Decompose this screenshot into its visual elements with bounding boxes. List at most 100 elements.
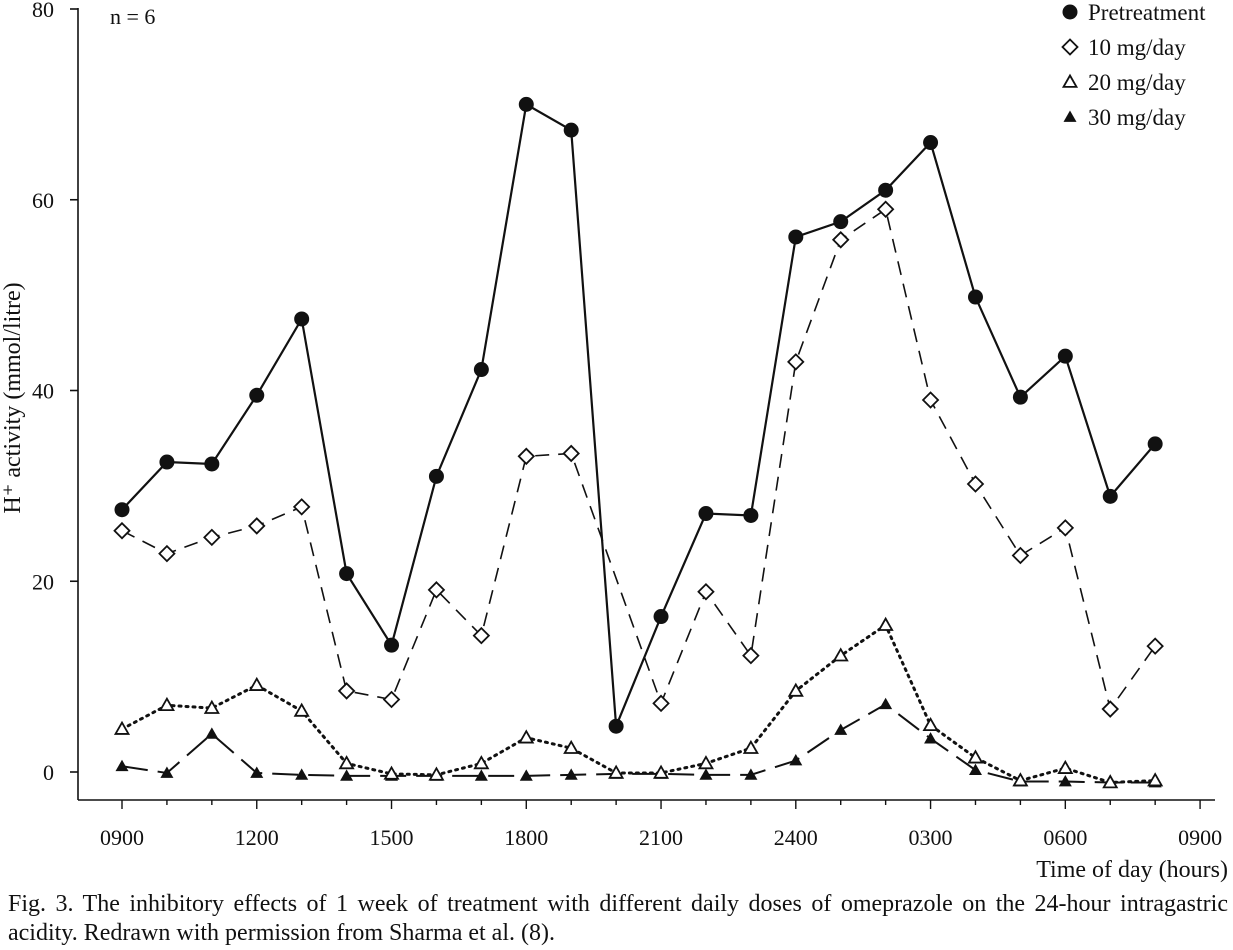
data-point <box>1102 774 1119 789</box>
data-point <box>877 616 894 631</box>
data-point <box>113 521 131 540</box>
data-point <box>474 769 488 781</box>
legend-item-pretreatment: Pretreatment <box>1062 0 1206 25</box>
data-point <box>833 214 849 230</box>
data-point <box>924 732 938 744</box>
data-point <box>517 447 536 466</box>
data-point <box>923 135 939 151</box>
y-tick-label: 60 <box>32 188 54 213</box>
data-point <box>472 626 491 645</box>
line-chart: 0 20 40 60 80 0900 1200 1500 1800 2100 2400 0300 060… <box>0 0 1228 883</box>
data-point <box>787 682 804 697</box>
data-point <box>608 718 624 734</box>
data-point <box>384 637 400 653</box>
data-point <box>697 755 715 770</box>
data-point <box>922 716 939 732</box>
legend-marker <box>1061 73 1079 88</box>
data-point <box>338 755 355 770</box>
series-line <box>121 703 1156 784</box>
data-point <box>337 682 356 700</box>
data-point <box>562 444 580 463</box>
data-point <box>1147 772 1164 787</box>
legend-item-20-mg-day: 20 mg/day <box>1061 70 1186 95</box>
data-point <box>564 768 578 780</box>
data-point <box>831 231 850 249</box>
data-point <box>1146 637 1164 655</box>
x-axis-title: Time of day (hours) <box>1036 857 1228 883</box>
data-point <box>249 387 265 403</box>
data-point <box>921 391 940 409</box>
data-point <box>339 566 355 582</box>
x-tick-label: 0900 <box>100 825 144 850</box>
data-point <box>608 764 625 779</box>
data-point <box>340 769 354 781</box>
data-point <box>383 765 400 780</box>
data-point <box>652 694 670 713</box>
x-tick-label: 1200 <box>235 825 279 850</box>
data-point <box>473 755 490 770</box>
series-line <box>121 207 1156 711</box>
plot-area <box>113 96 1164 789</box>
data-point <box>292 498 311 516</box>
legend-marker <box>1061 38 1079 56</box>
data-point <box>248 676 265 691</box>
data-point <box>294 311 310 327</box>
data-point <box>382 690 401 709</box>
data-point <box>158 544 176 563</box>
data-point <box>832 647 849 662</box>
data-point <box>699 768 713 780</box>
data-point <box>1102 488 1118 504</box>
data-point <box>1057 759 1074 774</box>
data-point <box>247 517 266 535</box>
legend-marker <box>1063 110 1077 122</box>
y-tick-label: 40 <box>32 379 54 404</box>
x-tick-label: 1500 <box>370 825 414 850</box>
data-point <box>876 200 895 219</box>
legend-item-10-mg-day: 10 mg/day <box>1061 35 1186 60</box>
data-point <box>742 646 760 665</box>
data-point <box>563 739 580 754</box>
data-point <box>1057 348 1073 364</box>
data-point <box>834 723 848 735</box>
data-point <box>1101 700 1120 718</box>
data-point <box>1058 775 1072 787</box>
y-tick-label: 20 <box>32 569 54 594</box>
data-point <box>160 766 174 778</box>
data-point <box>158 696 175 712</box>
data-point <box>653 609 669 625</box>
data-point <box>652 764 670 779</box>
y-axis-title: H⁺ activity (mmol/litre) <box>0 282 26 513</box>
axes: 0 20 40 60 80 0900 1200 1500 1800 2100 2400 0300 060… <box>32 0 1222 850</box>
data-point <box>789 754 803 766</box>
legend-label: 20 mg/day <box>1088 70 1186 95</box>
x-tick-label: 1800 <box>504 825 548 850</box>
data-point <box>878 182 894 198</box>
data-point <box>1056 519 1075 537</box>
data-point <box>1011 546 1030 565</box>
data-point <box>742 739 759 754</box>
data-point <box>205 727 219 739</box>
data-point <box>879 697 893 710</box>
data-point <box>966 475 985 493</box>
data-point <box>519 769 533 781</box>
data-point <box>203 699 220 714</box>
data-point <box>788 229 804 245</box>
x-tick-label: 0600 <box>1043 825 1087 850</box>
legend-label: 10 mg/day <box>1088 35 1186 60</box>
x-tick-label: 2100 <box>639 825 683 850</box>
data-point <box>967 289 983 305</box>
data-point <box>1147 436 1163 452</box>
x-tick-label: 0300 <box>909 825 953 850</box>
x-tick-label: 2400 <box>774 825 818 850</box>
data-point <box>563 122 579 138</box>
legend-item-30-mg-day: 30 mg/day <box>1063 105 1186 130</box>
data-point <box>698 506 714 522</box>
data-point <box>1012 389 1028 405</box>
data-point <box>787 353 805 371</box>
figure-caption: Fig. 3. The inhibitory effects of 1 week… <box>8 891 1228 946</box>
data-point <box>295 768 309 780</box>
data-point <box>967 749 984 764</box>
data-point <box>159 454 175 470</box>
data-point <box>428 468 444 484</box>
